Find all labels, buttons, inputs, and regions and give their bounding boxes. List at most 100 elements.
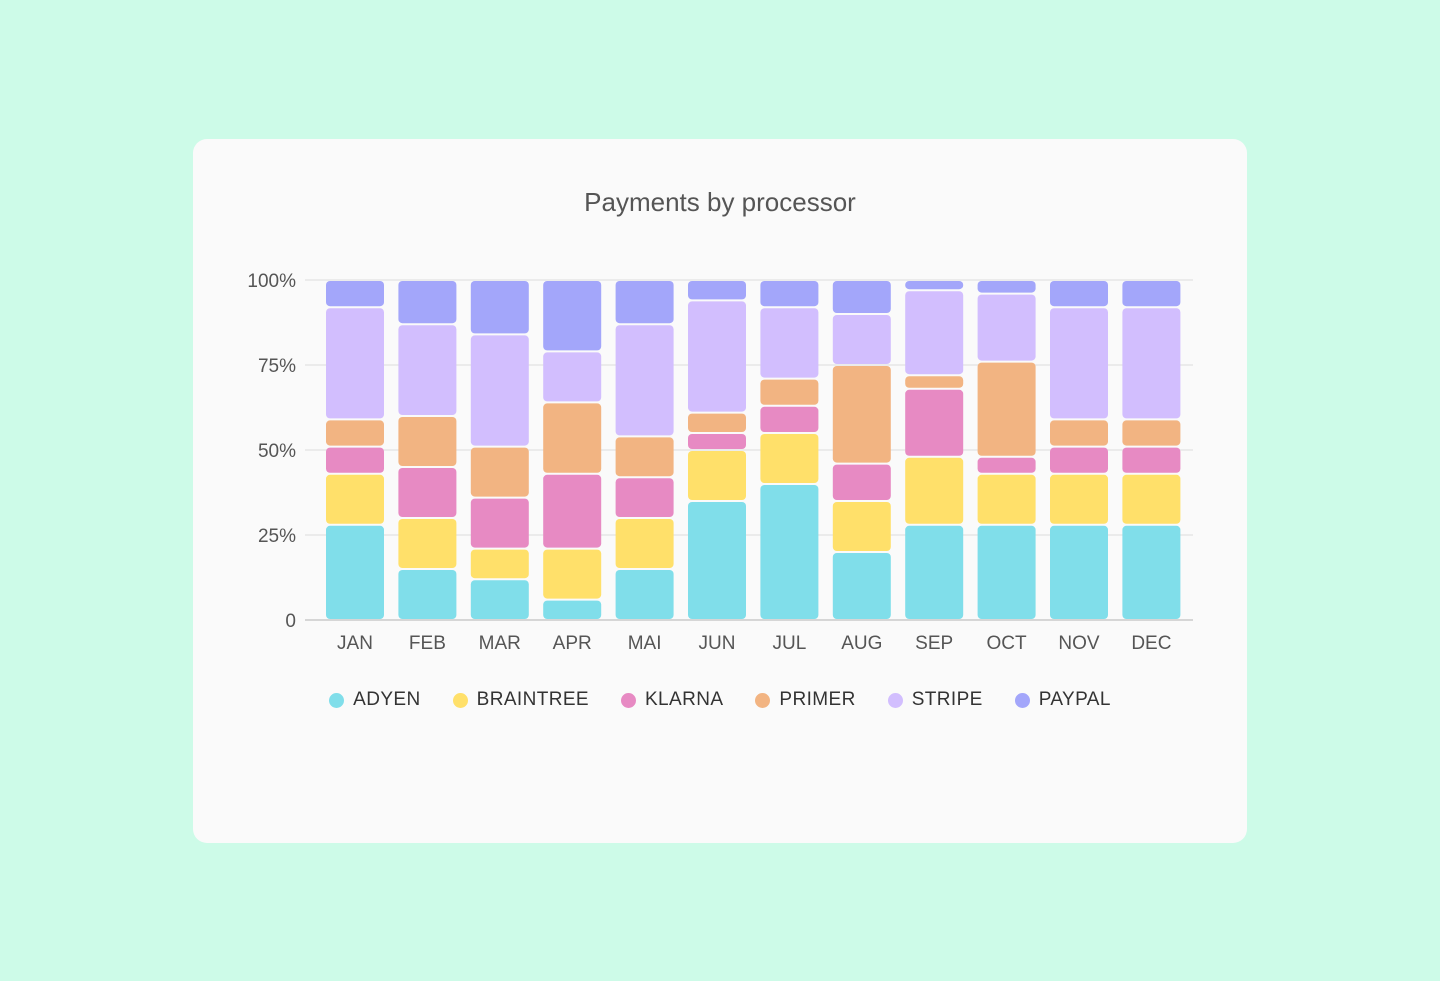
- chart-title: Payments by processor: [584, 187, 856, 217]
- y-tick-label: 100%: [247, 271, 296, 292]
- bar-segment-primer[interactable]: [1122, 420, 1181, 446]
- bar-segment-primer[interactable]: [470, 447, 529, 497]
- bar-segment-braintree[interactable]: [977, 474, 1036, 524]
- bar-segment-primer[interactable]: [688, 413, 746, 432]
- legend-dot-icon: [329, 692, 345, 708]
- bar-segment-paypal[interactable]: [470, 281, 529, 334]
- bar-segment-paypal[interactable]: [1050, 281, 1108, 307]
- x-tick-label: MAI: [628, 633, 662, 654]
- bar-segment-adyen[interactable]: [398, 570, 457, 619]
- bar-segment-paypal[interactable]: [688, 281, 746, 300]
- bar-segment-primer[interactable]: [543, 403, 602, 473]
- bar-segment-stripe[interactable]: [1050, 308, 1108, 419]
- bar-segment-paypal[interactable]: [326, 281, 384, 307]
- bar-segment-adyen[interactable]: [1050, 525, 1108, 619]
- bar-segment-klarna[interactable]: [977, 457, 1036, 473]
- bar-segment-klarna[interactable]: [1122, 447, 1181, 473]
- bar-segment-klarna[interactable]: [688, 434, 746, 449]
- legend-item-adyen[interactable]: ADYEN: [329, 689, 420, 711]
- legend-label: KLARNA: [644, 689, 724, 710]
- bar-segment-braintree[interactable]: [543, 549, 602, 599]
- bar-segment-braintree[interactable]: [1050, 474, 1108, 524]
- bar-segment-adyen[interactable]: [760, 485, 819, 619]
- bar-segment-primer[interactable]: [615, 437, 674, 477]
- bar-segment-braintree[interactable]: [326, 474, 384, 524]
- bar-segment-braintree[interactable]: [398, 519, 457, 568]
- bar-segment-stripe[interactable]: [398, 325, 457, 415]
- bar-segment-adyen[interactable]: [470, 580, 529, 619]
- bar-segment-stripe[interactable]: [1122, 308, 1181, 419]
- bar-segment-stripe[interactable]: [543, 352, 602, 402]
- bar-segment-adyen[interactable]: [977, 525, 1036, 619]
- bar-segment-braintree[interactable]: [760, 434, 819, 483]
- legend-item-stripe[interactable]: STRIPE: [887, 689, 983, 711]
- legend-label: ADYEN: [353, 689, 421, 710]
- bar-segment-stripe[interactable]: [832, 315, 891, 364]
- legend-dot-icon: [755, 692, 771, 708]
- legend-item-braintree[interactable]: BRAINTREE: [452, 689, 589, 711]
- bar-segment-paypal[interactable]: [832, 281, 891, 313]
- bar-segment-klarna[interactable]: [832, 464, 891, 500]
- bar-segment-paypal[interactable]: [977, 281, 1036, 293]
- bar-segment-paypal[interactable]: [1122, 281, 1181, 307]
- bar-segment-klarna[interactable]: [543, 474, 602, 548]
- bar-segment-stripe[interactable]: [326, 308, 384, 419]
- bar-segment-klarna[interactable]: [1050, 447, 1108, 473]
- bar-segment-klarna[interactable]: [760, 406, 819, 432]
- bar-segment-adyen[interactable]: [1122, 525, 1181, 619]
- bar-segment-primer[interactable]: [398, 417, 457, 466]
- bar-segment-primer[interactable]: [1050, 420, 1108, 446]
- y-tick-label: 25%: [258, 526, 296, 547]
- bar-segment-braintree[interactable]: [688, 451, 746, 500]
- bar-segment-primer[interactable]: [905, 376, 964, 388]
- bar-segment-paypal[interactable]: [543, 281, 602, 351]
- bar-segment-klarna[interactable]: [398, 468, 457, 517]
- x-tick-label: NOV: [1058, 633, 1100, 654]
- bar-segment-klarna[interactable]: [470, 498, 529, 548]
- bar-segment-primer[interactable]: [760, 379, 819, 405]
- x-tick-label: APR: [553, 633, 592, 654]
- x-tick-label: JUL: [773, 633, 807, 654]
- bar-segment-stripe[interactable]: [760, 308, 819, 378]
- legend-item-klarna[interactable]: KLARNA: [620, 689, 724, 711]
- bars: [326, 281, 1181, 619]
- bar-segment-primer[interactable]: [326, 420, 384, 446]
- bar-segment-braintree[interactable]: [615, 519, 674, 568]
- x-tick-label: OCT: [987, 633, 1028, 654]
- bar-segment-primer[interactable]: [977, 362, 1036, 456]
- x-tick-label: MAR: [479, 633, 521, 654]
- bar-segment-paypal[interactable]: [398, 281, 457, 324]
- stacked-bar-chart: 0 25% 50% 75% 100% JAN FEB MAR APR MAI JUN JUL AUG S…: [247, 271, 1193, 654]
- legend-dot-icon: [887, 692, 903, 708]
- bar-segment-stripe[interactable]: [977, 294, 1036, 361]
- bar-segment-paypal[interactable]: [905, 281, 964, 290]
- bar-segment-braintree[interactable]: [905, 457, 964, 524]
- x-tick-label: DEC: [1131, 633, 1171, 654]
- bar-segment-adyen[interactable]: [326, 525, 384, 619]
- bar-segment-stripe[interactable]: [615, 325, 674, 436]
- bar-segment-klarna[interactable]: [615, 478, 674, 517]
- bar-segment-klarna[interactable]: [326, 447, 384, 473]
- bar-segment-primer[interactable]: [832, 366, 891, 463]
- chart-card: Payments by processor 0 25% 50% 75% 100% JAN…: [193, 139, 1247, 843]
- x-tick-label: FEB: [409, 633, 446, 654]
- bar-segment-stripe[interactable]: [470, 335, 529, 446]
- bar-segment-stripe[interactable]: [905, 291, 964, 375]
- legend-item-paypal[interactable]: PAYPAL: [1014, 689, 1111, 711]
- bar-segment-adyen[interactable]: [543, 600, 602, 619]
- bar-segment-adyen[interactable]: [688, 502, 746, 619]
- bar-segment-paypal[interactable]: [760, 281, 819, 307]
- bar-segment-paypal[interactable]: [615, 281, 674, 324]
- bar-segment-braintree[interactable]: [832, 502, 891, 551]
- bar-segment-adyen[interactable]: [905, 525, 964, 619]
- bar-segment-braintree[interactable]: [1122, 474, 1181, 524]
- legend-item-primer[interactable]: PRIMER: [755, 689, 855, 711]
- bar-segment-stripe[interactable]: [688, 301, 746, 412]
- y-tick-label: 50%: [258, 441, 296, 462]
- bar-segment-adyen[interactable]: [615, 570, 674, 619]
- bar-segment-klarna[interactable]: [905, 389, 964, 456]
- bar-segment-braintree[interactable]: [470, 549, 529, 579]
- legend-dot-icon: [452, 692, 468, 708]
- legend-label: PAYPAL: [1038, 689, 1111, 710]
- bar-segment-adyen[interactable]: [832, 553, 891, 619]
